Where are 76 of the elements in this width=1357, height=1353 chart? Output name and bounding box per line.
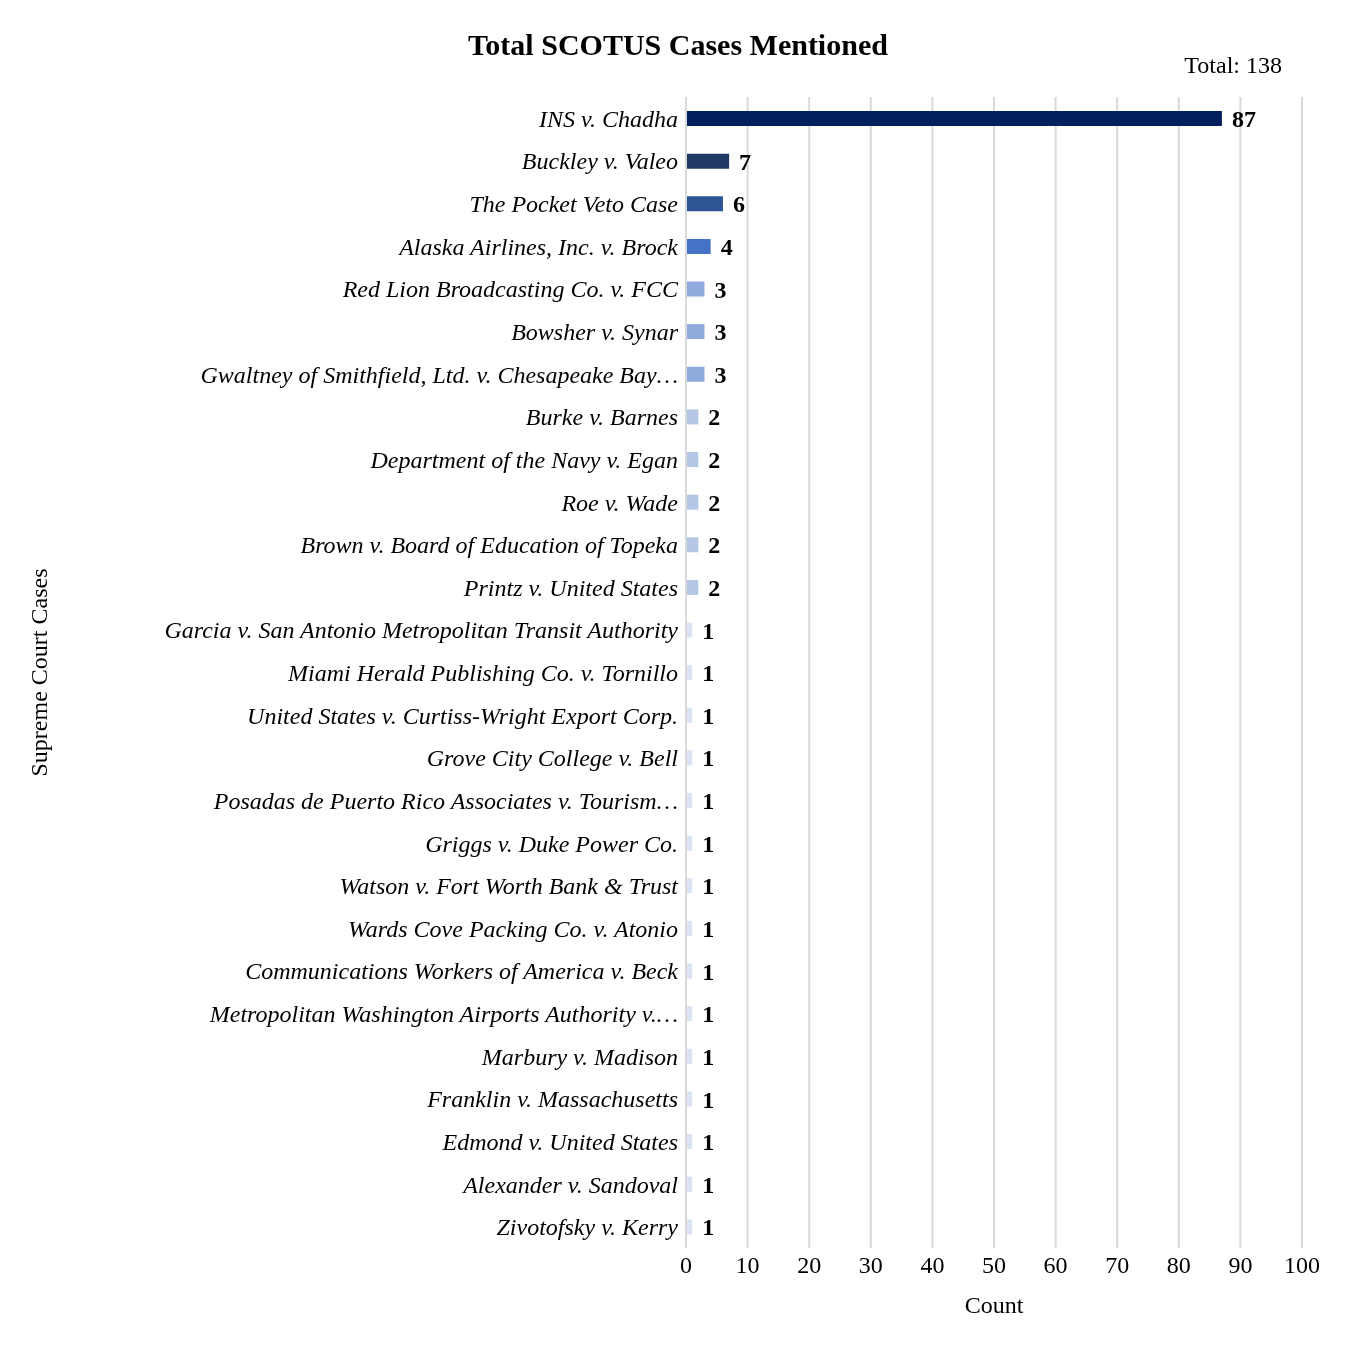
x-tick-label: 30 bbox=[858, 1252, 883, 1279]
data-label: 3 bbox=[714, 319, 727, 346]
x-tick-label: 20 bbox=[797, 1252, 822, 1279]
data-label: 1 bbox=[702, 958, 715, 985]
y-tick-label: Zivotofsky v. Kerry bbox=[496, 1214, 679, 1241]
data-label: 2 bbox=[708, 532, 721, 559]
x-tick-label: 50 bbox=[982, 1252, 1006, 1279]
x-tick-label: 10 bbox=[735, 1252, 760, 1279]
x-tick-label: 60 bbox=[1043, 1252, 1068, 1279]
data-label: 7 bbox=[739, 148, 752, 175]
y-tick-label: Metropolitan Washington Airports Authority v.… bbox=[208, 1001, 678, 1028]
data-label: 6 bbox=[732, 191, 745, 218]
y-tick-label: Edmond v. United States bbox=[441, 1128, 678, 1155]
data-label: 3 bbox=[714, 276, 727, 303]
data-label: 2 bbox=[708, 404, 721, 431]
data-label: 1 bbox=[702, 1086, 715, 1113]
data-label: 1 bbox=[702, 1043, 715, 1070]
x-tick-label: 100 bbox=[1284, 1252, 1320, 1279]
x-axis-title: Count bbox=[964, 1292, 1024, 1318]
y-tick-label: Garcia v. San Antonio Metropolitan Transit Authority bbox=[164, 617, 679, 644]
x-tick-label: 80 bbox=[1166, 1252, 1191, 1279]
chart-title: Total SCOTUS Cases Mentioned bbox=[468, 28, 888, 61]
y-tick-label: The Pocket Veto Case bbox=[469, 191, 679, 218]
y-tick-label: Department of the Navy v. Egan bbox=[369, 446, 678, 473]
y-tick-label: Miami Herald Publishing Co. v. Tornillo bbox=[286, 660, 678, 687]
bar bbox=[686, 111, 1222, 126]
y-tick-label: Printz v. United States bbox=[462, 574, 678, 601]
y-tick-label: Grove City College v. Bell bbox=[426, 745, 679, 772]
y-tick-label: Buckley v. Valeo bbox=[521, 148, 678, 175]
bar bbox=[686, 366, 705, 382]
data-label: 1 bbox=[702, 788, 715, 815]
x-tick-label: 0 bbox=[680, 1252, 692, 1279]
y-tick-label: Bowsher v. Synar bbox=[511, 318, 679, 345]
y-tick-label: Gwaltney of Smithfield, Ltd. v. Chesapeake Bay… bbox=[200, 361, 678, 388]
data-label: 1 bbox=[702, 660, 715, 687]
bar bbox=[686, 281, 705, 297]
data-label: 1 bbox=[702, 1214, 715, 1241]
y-tick-label: Watson v. Fort Worth Bank & Trust bbox=[339, 873, 680, 900]
y-tick-label: Marbury v. Madison bbox=[480, 1043, 678, 1070]
data-label: 1 bbox=[702, 1129, 715, 1156]
data-label: 2 bbox=[708, 447, 721, 474]
bar bbox=[686, 238, 711, 254]
text: Total: 138 bbox=[1184, 52, 1282, 79]
data-label: 87 bbox=[1231, 106, 1256, 133]
data-label: 2 bbox=[708, 489, 721, 516]
y-tick-label: Roe v. Wade bbox=[560, 489, 679, 516]
y-tick-label: Red Lion Broadcasting Co. v. FCC bbox=[341, 276, 679, 303]
data-label: 3 bbox=[714, 361, 727, 388]
bar bbox=[686, 324, 705, 340]
y-tick-label: Franklin v. Massachusetts bbox=[426, 1086, 678, 1113]
data-label: 2 bbox=[708, 574, 721, 601]
data-label: 1 bbox=[702, 1171, 715, 1198]
x-tick-label: 70 bbox=[1105, 1252, 1130, 1279]
y-tick-label: Brown v. Board of Education of Topeka bbox=[300, 532, 678, 559]
data-label: 1 bbox=[702, 702, 715, 729]
x-tick-label: 90 bbox=[1228, 1252, 1253, 1279]
data-label: 1 bbox=[702, 915, 715, 942]
y-tick-label: Communications Workers of America v. Beck bbox=[245, 958, 679, 985]
y-tick-label: Burke v. Barnes bbox=[525, 404, 678, 431]
bar bbox=[686, 153, 730, 169]
data-label: 1 bbox=[702, 1001, 715, 1028]
y-tick-label: Griggs v. Duke Power Co. bbox=[425, 830, 678, 857]
y-tick-label: Alaska Airlines, Inc. v. Brock bbox=[397, 233, 679, 260]
y-tick-label: Posadas de Puerto Rico Associates v. Tourism… bbox=[212, 787, 678, 814]
y-tick-label: INS v. Chadha bbox=[538, 105, 678, 132]
data-label: 1 bbox=[702, 745, 715, 772]
data-label: 4 bbox=[720, 233, 733, 260]
bar bbox=[686, 196, 723, 212]
x-tick-label: 40 bbox=[920, 1252, 945, 1279]
y-tick-label: United States v. Curtiss-Wright Export Corp. bbox=[247, 702, 678, 729]
data-label: 1 bbox=[702, 873, 715, 900]
data-label: 1 bbox=[702, 830, 715, 857]
y-tick-label: Wards Cove Packing Co. v. Atonio bbox=[348, 915, 678, 942]
y-axis-title: Supreme Court Cases bbox=[25, 568, 52, 777]
y-tick-label: Alexander v. Sandoval bbox=[461, 1171, 679, 1198]
data-label: 1 bbox=[702, 617, 715, 644]
